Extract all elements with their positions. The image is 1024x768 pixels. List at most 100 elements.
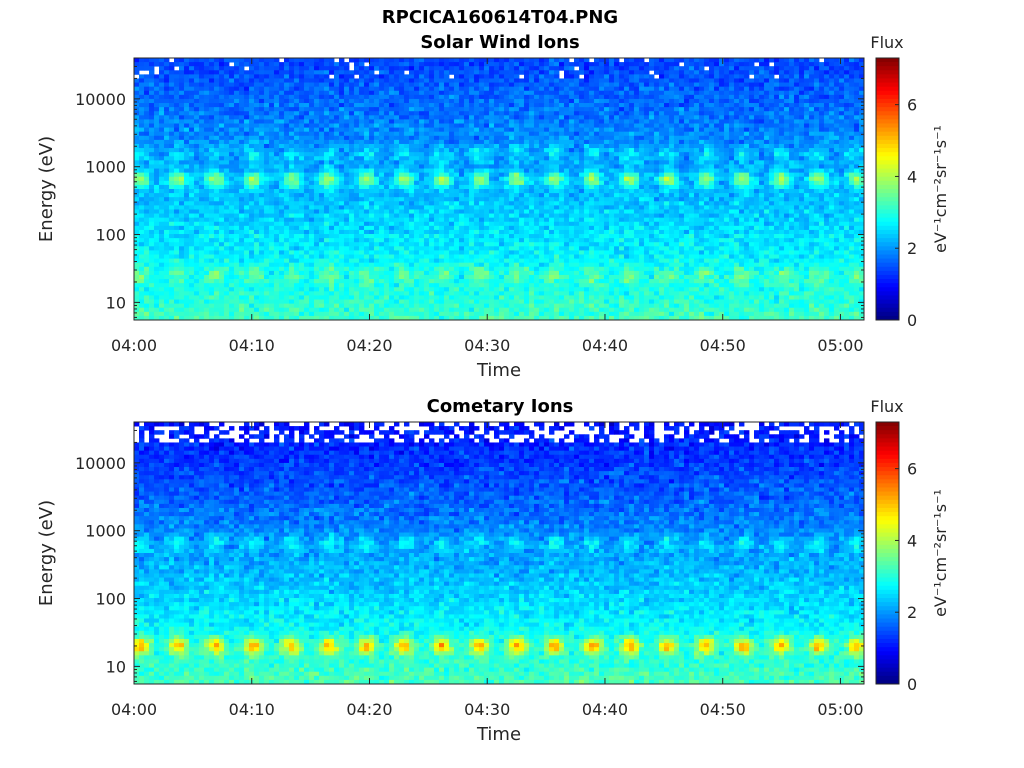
heatmap-cell bbox=[529, 172, 535, 178]
heatmap-cell bbox=[309, 197, 315, 202]
heatmap-cell bbox=[819, 78, 825, 83]
heatmap-cell bbox=[614, 127, 620, 133]
heatmap-cell bbox=[619, 160, 625, 165]
heatmap-cell bbox=[164, 176, 170, 182]
heatmap-cell bbox=[229, 86, 235, 92]
heatmap-cell bbox=[709, 143, 715, 149]
heatmap-cell bbox=[329, 197, 335, 202]
heatmap-cell bbox=[524, 193, 530, 198]
heatmap-cell bbox=[419, 135, 425, 141]
heatmap-cell bbox=[659, 160, 665, 165]
heatmap-cell bbox=[214, 127, 220, 133]
heatmap-cell bbox=[359, 172, 365, 178]
heatmap-cell bbox=[189, 193, 195, 198]
heatmap-cell bbox=[374, 78, 380, 83]
heatmap-cell bbox=[754, 111, 760, 116]
heatmap-cell bbox=[594, 66, 600, 71]
heatmap-cell bbox=[279, 119, 285, 124]
heatmap-cell bbox=[724, 94, 730, 100]
heatmap-cell bbox=[439, 103, 445, 108]
heatmap-cell bbox=[324, 143, 330, 149]
heatmap-cell bbox=[524, 107, 530, 112]
heatmap-cell bbox=[259, 148, 265, 153]
heatmap-cell bbox=[369, 70, 375, 75]
heatmap-cell bbox=[269, 123, 275, 128]
heatmap-cell bbox=[754, 168, 760, 174]
heatmap-cell bbox=[289, 168, 295, 174]
heatmap-cell bbox=[689, 143, 695, 149]
heatmap-cell bbox=[834, 127, 840, 133]
heatmap-cell bbox=[224, 107, 230, 112]
heatmap-cell bbox=[794, 86, 800, 92]
heatmap-cell bbox=[144, 66, 150, 71]
heatmap-cell bbox=[734, 58, 740, 63]
heatmap-cell bbox=[284, 62, 290, 67]
heatmap-cell bbox=[219, 103, 225, 108]
heatmap-cell bbox=[729, 90, 735, 96]
heatmap-cell bbox=[684, 90, 690, 96]
heatmap-cell bbox=[304, 123, 310, 128]
heatmap-cell bbox=[269, 82, 275, 88]
heatmap-cell bbox=[764, 156, 770, 161]
heatmap-cell bbox=[699, 184, 705, 190]
heatmap-cell bbox=[259, 111, 265, 116]
heatmap-cell bbox=[854, 152, 860, 157]
heatmap-cell bbox=[494, 131, 500, 137]
heatmap-cell bbox=[524, 176, 530, 182]
heatmap-cell bbox=[724, 123, 730, 128]
heatmap-cell bbox=[549, 119, 555, 124]
heatmap-cell bbox=[564, 176, 570, 182]
heatmap-cell bbox=[214, 74, 220, 79]
heatmap-cell bbox=[579, 168, 585, 174]
heatmap-cell bbox=[354, 152, 360, 157]
heatmap-cell bbox=[759, 152, 765, 157]
heatmap-cell bbox=[474, 131, 480, 137]
heatmap-cell bbox=[669, 139, 675, 145]
heatmap-cell bbox=[179, 86, 185, 92]
heatmap-cell bbox=[249, 107, 255, 112]
heatmap-cell bbox=[764, 98, 770, 104]
heatmap-cell bbox=[184, 152, 190, 157]
heatmap-cell bbox=[294, 176, 300, 182]
heatmap-cell bbox=[189, 197, 195, 202]
heatmap-cell bbox=[519, 189, 525, 194]
heatmap-cell bbox=[719, 168, 725, 174]
heatmap-cell bbox=[674, 58, 680, 63]
heatmap-cell bbox=[564, 168, 570, 174]
heatmap-cell bbox=[459, 152, 465, 157]
heatmap-cell bbox=[409, 127, 415, 133]
heatmap-cell bbox=[624, 172, 630, 178]
heatmap-cell bbox=[349, 172, 355, 178]
heatmap-cell bbox=[834, 135, 840, 141]
heatmap-cell bbox=[449, 111, 455, 116]
heatmap-cell bbox=[214, 78, 220, 83]
heatmap-cell bbox=[464, 164, 470, 169]
heatmap-cell bbox=[154, 164, 160, 169]
heatmap-cell bbox=[409, 119, 415, 124]
heatmap-cell bbox=[489, 148, 495, 153]
heatmap-cell bbox=[799, 164, 805, 169]
heatmap-cell bbox=[549, 115, 555, 120]
heatmap-cell bbox=[429, 164, 435, 169]
heatmap-cell bbox=[459, 70, 465, 75]
heatmap-cell bbox=[314, 172, 320, 178]
heatmap-cell bbox=[434, 148, 440, 153]
heatmap-cell bbox=[469, 66, 475, 71]
heatmap-cell bbox=[279, 115, 285, 120]
heatmap-cell bbox=[709, 82, 715, 88]
heatmap-cell bbox=[514, 111, 520, 116]
heatmap-cell bbox=[824, 143, 830, 149]
heatmap-cell bbox=[709, 135, 715, 141]
heatmap-cell bbox=[729, 111, 735, 116]
heatmap-cell bbox=[284, 148, 290, 153]
heatmap-cell bbox=[644, 98, 650, 104]
heatmap-cell bbox=[849, 172, 855, 178]
heatmap-cell bbox=[579, 143, 585, 149]
heatmap-cell bbox=[779, 123, 785, 128]
heatmap-cell bbox=[369, 197, 375, 202]
heatmap-cell bbox=[784, 189, 790, 194]
heatmap-cell bbox=[839, 74, 845, 79]
heatmap-cell bbox=[514, 164, 520, 169]
heatmap-cell bbox=[709, 131, 715, 137]
heatmap-cell bbox=[694, 148, 700, 153]
